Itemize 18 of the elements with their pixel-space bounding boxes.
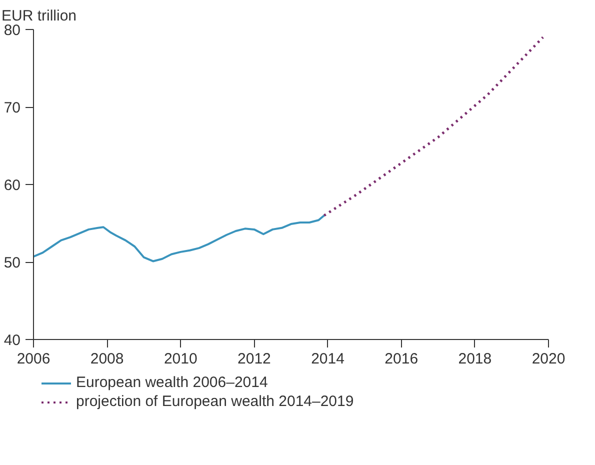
x-tick-label: 2016 (384, 350, 418, 368)
y-tick-label: 50 (4, 254, 21, 272)
x-tick-label: 2010 (164, 350, 198, 368)
y-axis-title: EUR trillion (2, 8, 77, 24)
x-tick-label: 2008 (90, 350, 124, 368)
y-tick-label: 40 (4, 332, 21, 349)
x-tick-label: 2020 (532, 350, 566, 368)
line-series (322, 36, 544, 217)
x-tick-label: 2014 (311, 350, 344, 368)
y-tick-label: 60 (4, 177, 21, 194)
x-tick-label: 2012 (238, 350, 271, 368)
legend-label: European wealth 2006–2014 (76, 374, 268, 391)
line-series (34, 214, 326, 262)
y-tick-label: 80 (4, 22, 21, 39)
legend-label: projection of European wealth 2014–2019 (76, 393, 354, 410)
y-tick-label: 70 (4, 100, 21, 116)
x-tick-label: 2006 (16, 350, 50, 368)
x-tick-label: 2018 (458, 350, 492, 368)
